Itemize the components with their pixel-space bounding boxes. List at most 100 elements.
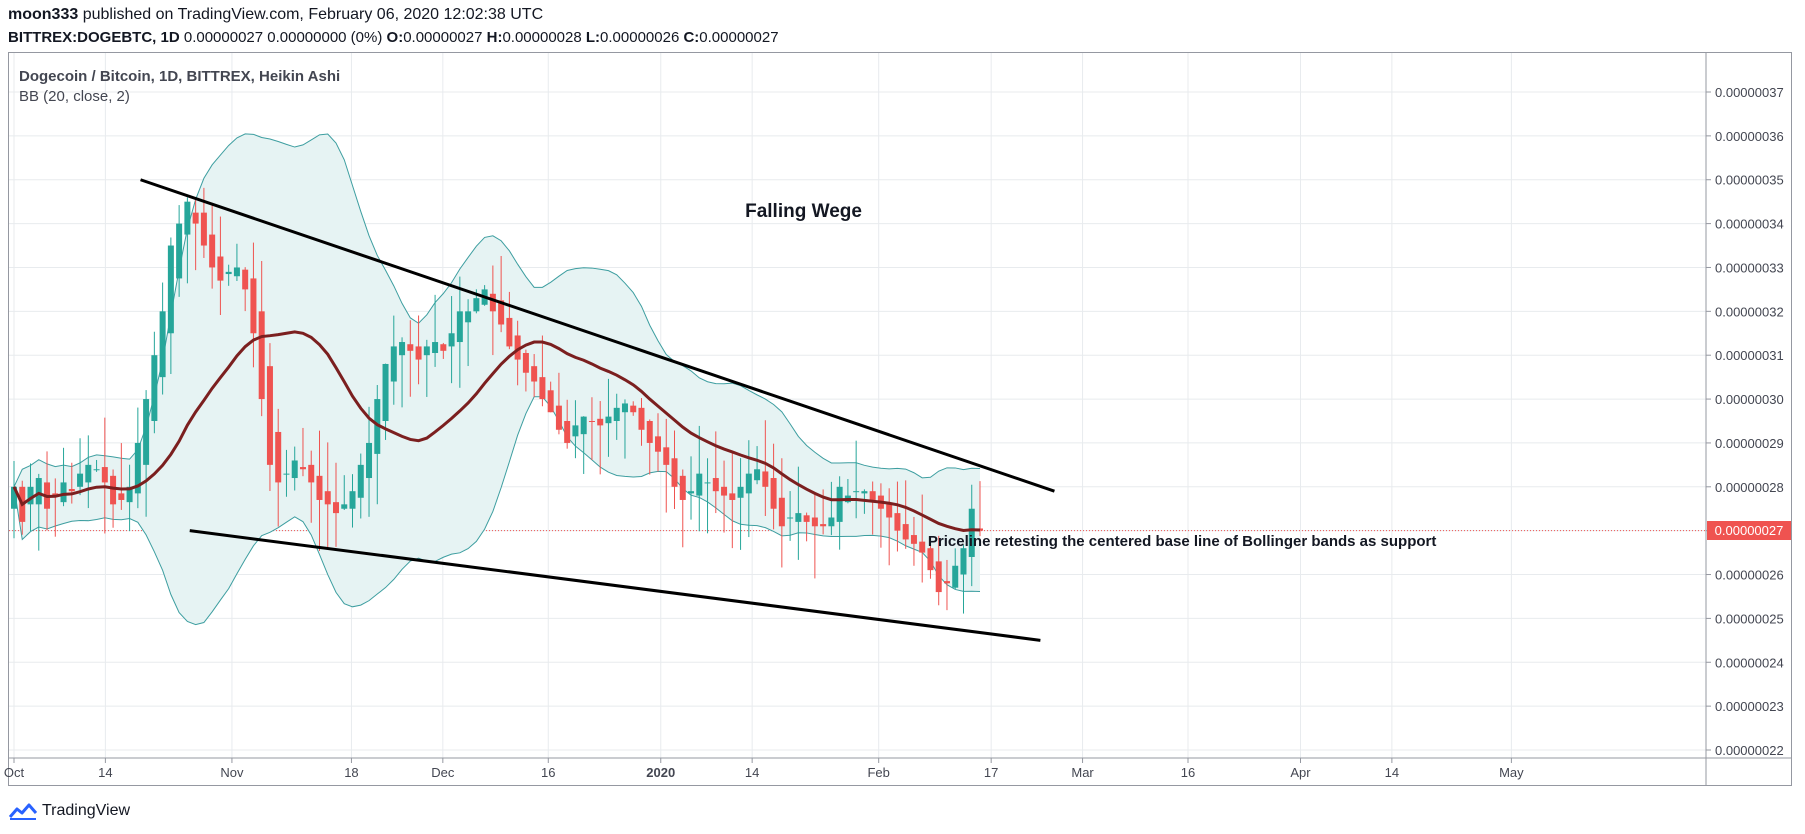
bollinger-basis	[12, 330, 981, 532]
y-tick-label: 0.00000028	[1715, 480, 1784, 495]
candle-body	[382, 363, 389, 421]
low-value: 0.00000026	[600, 29, 680, 46]
candle-body	[737, 486, 744, 498]
candle-body	[68, 488, 75, 492]
candle-body	[374, 399, 381, 454]
candle-body	[721, 486, 728, 496]
candle-body	[894, 513, 901, 531]
candle-body	[729, 493, 736, 500]
candle-body	[357, 464, 364, 498]
candle-body	[927, 548, 934, 571]
candle-body	[77, 473, 84, 487]
x-tick-label: Feb	[867, 765, 889, 780]
annotations[interactable]: Falling Wege Priceline retesting the cent…	[745, 201, 1436, 550]
candle-body	[580, 416, 587, 435]
candle-body	[621, 403, 628, 413]
candle-body	[919, 541, 926, 553]
candle-body	[184, 201, 191, 235]
symbol-label: BITTREX:DOGEBTC, 1D	[8, 29, 180, 46]
annotation-text[interactable]: Priceline retesting the centered base li…	[928, 533, 1436, 550]
candles	[11, 187, 983, 614]
x-tick-label: Oct	[4, 765, 25, 780]
upper-band	[13, 133, 981, 488]
candle-body	[440, 344, 447, 351]
candle-body	[432, 342, 439, 354]
open-label: O:	[386, 29, 404, 46]
x-tick-label: 14	[745, 765, 759, 780]
author-name[interactable]: moon333	[8, 6, 79, 23]
candle-body	[85, 464, 92, 483]
symbol-quote-line: BITTREX:DOGEBTC, 1D 0.00000027 0.0000000…	[8, 29, 779, 46]
candle-body	[555, 405, 562, 430]
y-tick-label: 0.00000030	[1715, 392, 1784, 407]
candle-body	[663, 447, 670, 465]
y-tick-label: 0.00000037	[1715, 85, 1784, 100]
y-tick-label: 0.00000035	[1715, 173, 1784, 188]
candle-body	[820, 524, 827, 527]
close-label: C:	[683, 29, 700, 46]
published-text: published on TradingView.com, February 0…	[78, 6, 544, 23]
candle-body	[811, 517, 818, 527]
y-tick-label: 0.00000036	[1715, 129, 1784, 144]
x-tick-label: Apr	[1290, 765, 1311, 780]
x-tick-label: May	[1499, 765, 1524, 780]
y-tick-label: 0.00000025	[1715, 611, 1784, 626]
y-tick-label: 0.00000032	[1715, 304, 1784, 319]
candle-body	[869, 491, 876, 500]
candle-body	[291, 460, 298, 479]
x-tick-label: 17	[984, 765, 998, 780]
price-axis[interactable]: 0.00000037 0.00000036 0.00000035 0.00000034…	[1705, 53, 1784, 786]
candle-body	[630, 405, 637, 413]
candle-body	[968, 508, 975, 557]
close-value: 0.00000027	[699, 29, 779, 46]
x-tick-label: 14	[1385, 765, 1399, 780]
candle-body	[489, 293, 496, 312]
trendline-support[interactable]	[189, 529, 1041, 642]
high-label: H:	[486, 29, 503, 46]
candle-body	[787, 517, 794, 519]
tradingview-logo-icon	[8, 803, 38, 820]
y-tick-label: 0.00000022	[1715, 743, 1784, 758]
x-tick-label: 2020	[646, 765, 675, 780]
last-price-tag: 0.00000027	[1707, 521, 1791, 540]
candle-body	[696, 473, 703, 496]
x-tick-label: Nov	[220, 765, 244, 780]
candle-body	[11, 486, 17, 509]
x-tick-label: 16	[1181, 765, 1195, 780]
candle-body	[539, 377, 546, 400]
candle-body	[456, 311, 463, 343]
annotation-text[interactable]: Falling Wege	[745, 201, 862, 222]
candle-body	[688, 491, 695, 494]
x-tick-label: 16	[541, 765, 555, 780]
candle-body	[910, 535, 917, 544]
basis-line	[12, 330, 981, 532]
candle-body	[943, 581, 950, 584]
indicator-legend[interactable]: BB (20, close, 2)	[19, 88, 130, 105]
candle-body	[506, 317, 513, 347]
candle-body	[126, 486, 133, 503]
chart-frame[interactable]	[8, 52, 1792, 786]
candle-body	[407, 344, 414, 351]
candle-body	[209, 234, 216, 268]
chart-legend-title[interactable]: Dogecoin / Bitcoin, 1D, BITTREX, Heikin …	[19, 68, 341, 85]
footer[interactable]: TradingView	[8, 800, 130, 822]
candle-body	[333, 502, 339, 514]
time-axis[interactable]: Oct 14 Nov 18 Dec 16 2020 14 Feb 17 Mar 16 Apr 14 May	[4, 757, 1792, 780]
candle-body	[861, 491, 868, 494]
candle-body	[886, 504, 893, 518]
candle-body	[704, 482, 711, 484]
trendline-resistance[interactable]	[140, 178, 1055, 493]
candle-body	[275, 431, 282, 483]
candle-body	[192, 212, 199, 224]
candle-body	[52, 493, 59, 496]
candle-body	[498, 300, 505, 325]
candle-body	[93, 469, 100, 471]
candle-body	[151, 355, 158, 421]
candle-body	[712, 478, 719, 492]
candle-body	[242, 269, 249, 290]
trendlines[interactable]	[140, 178, 1055, 642]
candle-body	[564, 421, 571, 443]
candle-body	[572, 425, 579, 437]
candle-body	[935, 561, 942, 593]
